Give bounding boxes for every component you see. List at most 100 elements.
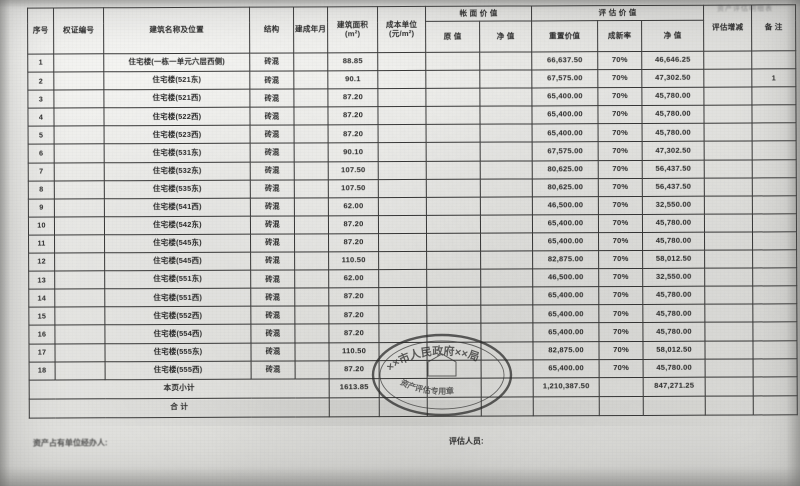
summary-newness [599, 396, 644, 416]
cell-replacement: 82,875.00 [532, 341, 600, 360]
col-cost-unit: 成本单位 (元/m²) [377, 6, 426, 53]
cell-built-date [294, 143, 329, 162]
cell-replacement: 46,500.00 [532, 268, 599, 288]
col-replacement: 重置价值 [531, 20, 598, 52]
summary-blank [753, 376, 798, 396]
cell-built-date [293, 52, 328, 72]
cell-change [705, 340, 754, 359]
cell-change [704, 213, 753, 233]
cell-change [704, 250, 753, 269]
cell-name-location: 住宅楼(532东) [104, 161, 251, 181]
cell-cert-no [54, 234, 105, 254]
cell-remarks: 1 [751, 68, 796, 88]
summary-area [329, 397, 380, 417]
cell-seq: 10 [28, 216, 55, 236]
summary-blank [427, 396, 482, 417]
cell-name-location: 住宅楼(523西) [104, 125, 251, 145]
cell-name-location: 住宅楼(545东) [104, 234, 251, 253]
cell-book-net [479, 88, 532, 107]
cell-area: 87.20 [328, 124, 379, 144]
cell-area: 87.20 [328, 305, 379, 325]
cell-area: 87.20 [328, 324, 379, 343]
col-built-date-line1: 建成年月 [295, 24, 327, 34]
cell-structure: 砖混 [250, 324, 295, 343]
cell-newness: 70% [598, 123, 643, 143]
cell-built-date [294, 306, 329, 325]
cell-cost-unit [378, 269, 427, 288]
cell-book-original [426, 341, 482, 360]
cell-newness: 70% [598, 214, 643, 233]
cell-name-location: 住宅楼(545西) [104, 252, 251, 271]
cell-assessed-net: 56,437.50 [642, 159, 705, 179]
cell-book-original [426, 233, 481, 252]
cell-assessed-net: 45,780.00 [641, 87, 704, 106]
cell-replacement: 65,400.00 [532, 304, 599, 324]
cell-cert-no [53, 89, 104, 109]
cell-assessed-net: 47,302.50 [641, 69, 704, 88]
cell-seq: 4 [27, 108, 55, 127]
cell-built-date [294, 233, 329, 253]
cell-replacement: 67,575.00 [532, 142, 599, 161]
cell-seq: 13 [28, 271, 55, 290]
cell-structure: 砖混 [250, 197, 295, 217]
cell-remarks [752, 286, 797, 305]
cell-assessed-net: 45,780.00 [642, 232, 705, 251]
cell-structure: 砖混 [250, 342, 296, 361]
summary-area: 1613.85 [329, 378, 380, 398]
table-header: 序号 权证编号 建筑名称及位置 结构 建成年月 建筑面积 (m²) 成本单位 (… [27, 4, 796, 55]
cell-assessed-net: 47,302.50 [642, 141, 705, 161]
cell-seq: 15 [28, 307, 55, 326]
cell-built-date [295, 360, 330, 379]
cell-newness: 70% [597, 105, 643, 125]
cell-replacement: 65,400.00 [532, 232, 599, 251]
summary-blank [481, 396, 534, 416]
footer-left-label: 资产占有单位经办人: [32, 438, 108, 448]
cell-book-net [480, 305, 533, 324]
cell-replacement: 65,400.00 [532, 286, 599, 306]
cell-remarks [753, 358, 798, 377]
cell-area: 107.50 [328, 179, 379, 198]
cell-cost-unit [378, 233, 427, 252]
summary-row: 合 计 [29, 395, 798, 418]
summary-replacement: 1,210,387.50 [533, 377, 600, 397]
summary-blank [427, 377, 482, 398]
col-newness: 成新率 [597, 20, 642, 52]
cell-replacement: 82,875.00 [532, 250, 599, 270]
cell-cost-unit [379, 359, 428, 379]
cell-seq: 5 [28, 126, 55, 145]
cell-area: 110.50 [328, 342, 380, 361]
footer-right-label: 评估人员: [448, 436, 484, 446]
cell-cost-unit [378, 251, 427, 270]
cell-remarks [752, 304, 797, 323]
cell-change [704, 195, 753, 215]
cell-structure: 砖混 [250, 288, 295, 307]
cell-book-original [426, 160, 481, 180]
cell-cert-no [54, 289, 105, 308]
cell-newness: 70% [599, 359, 644, 378]
cell-replacement: 67,575.00 [531, 69, 598, 89]
cell-assessed-net: 45,780.00 [642, 123, 705, 142]
cell-remarks [752, 123, 797, 142]
col-built-date: 建成年月 [293, 6, 328, 53]
summary-blank [705, 395, 754, 415]
cell-replacement: 66,637.50 [531, 51, 598, 71]
cell-area: 90.1 [327, 70, 378, 90]
cell-book-original [425, 88, 480, 107]
cell-built-date [293, 89, 328, 108]
cell-remarks [751, 105, 797, 124]
cell-book-net [480, 323, 533, 342]
cell-book-original [426, 305, 481, 324]
cell-seq: 2 [27, 72, 54, 91]
cell-change [704, 177, 753, 196]
cell-cost-unit [377, 52, 426, 71]
cell-cert-no [53, 108, 105, 127]
cell-assessed-net: 56,437.50 [642, 177, 705, 197]
cell-structure: 砖混 [250, 179, 295, 198]
cell-built-date [294, 197, 329, 216]
cell-area: 87.20 [327, 106, 379, 126]
cell-newness: 70% [598, 160, 643, 179]
cell-remarks [752, 141, 797, 160]
cell-cert-no [54, 307, 105, 326]
cell-book-net [480, 250, 533, 270]
cell-cert-no [54, 270, 105, 290]
